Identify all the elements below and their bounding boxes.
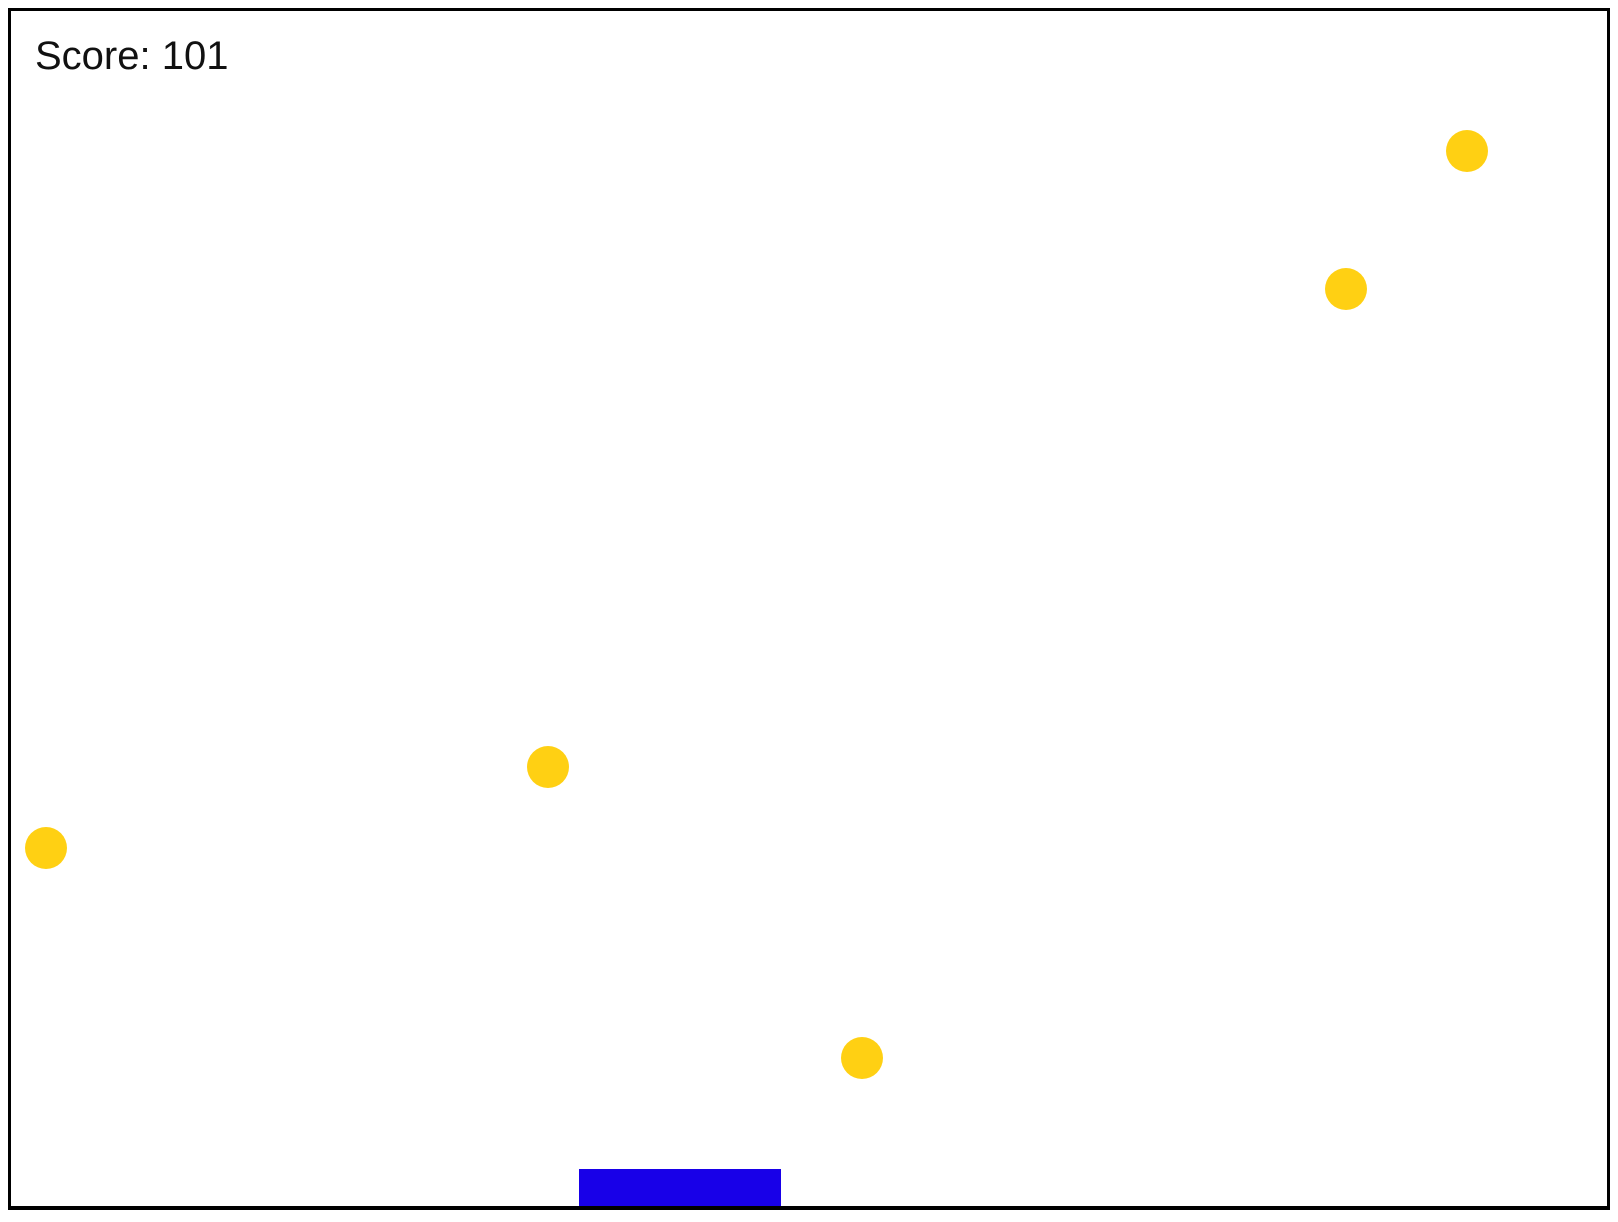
falling-object-1[interactable] — [1446, 130, 1488, 172]
game-play-field[interactable]: Score: 101 — [8, 8, 1610, 1210]
falling-object-3[interactable] — [527, 746, 569, 788]
falling-object-5[interactable] — [841, 1037, 883, 1079]
falling-object-2[interactable] — [1325, 268, 1367, 310]
score-display: Score: 101 — [35, 34, 229, 78]
falling-object-4[interactable] — [25, 827, 67, 869]
floor-line — [8, 1206, 1610, 1210]
paddle[interactable] — [579, 1169, 781, 1210]
